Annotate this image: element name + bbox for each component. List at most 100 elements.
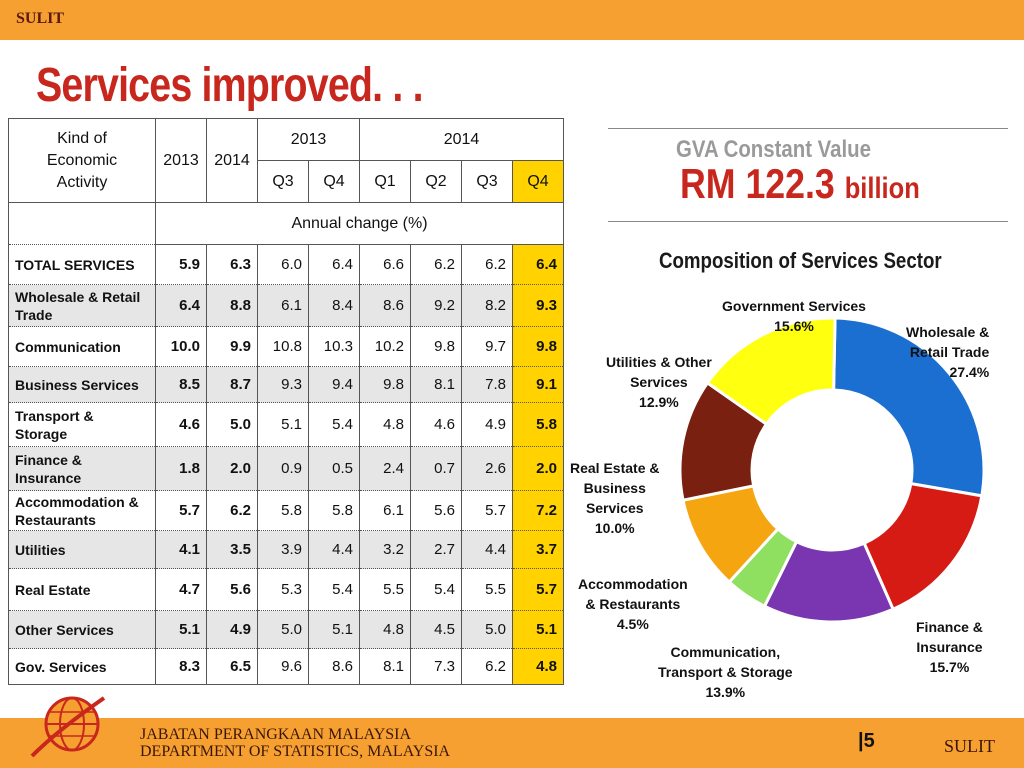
quarter-value: 9.6 — [257, 648, 309, 685]
quarter-header: Q4 — [512, 160, 564, 203]
quarter-value: 6.2 — [410, 244, 462, 285]
annual-value: 6.2 — [206, 490, 258, 531]
slice-label-real-estate: Real Estate & Business Services 10.0% — [570, 460, 660, 536]
footer-bar: JABATAN PERANGKAAN MALAYSIA DEPARTMENT O… — [0, 718, 1024, 768]
row-label: Finance & Insurance — [8, 446, 156, 491]
quarter-value: 9.8 — [410, 326, 462, 367]
quarter-value: 9.3 — [512, 284, 564, 327]
services-table: Kind of Economic Activity 2013 2014 2013… — [8, 118, 564, 685]
slice-label-utilities: Utilities & Other Services 12.9% — [606, 354, 712, 410]
table-row: Business Services 8.5 8.7 9.3 9.4 9.8 8.1 7.8 9.… — [8, 366, 564, 403]
classification-label: SULIT — [16, 10, 65, 27]
gva-value: RM 122.3 billion — [680, 160, 920, 207]
table-row: TOTAL SERVICES 5.9 6.3 6.0 6.4 6.6 6.2 6.2 6.4 — [8, 244, 564, 285]
quarter-value: 9.2 — [410, 284, 462, 327]
quarter-value: 9.7 — [461, 326, 513, 367]
donut-slice — [832, 316, 986, 498]
quarter-value: 4.8 — [512, 648, 564, 685]
quarter-value: 5.1 — [257, 402, 309, 447]
quarter-value: 8.6 — [359, 284, 411, 327]
top-bar: SULIT — [0, 0, 1024, 40]
slice-label-wholesale: Wholesale & Retail Trade 27.4% — [906, 324, 990, 380]
chart-title: Composition of Services Sector — [659, 248, 942, 273]
quarter-value: 9.3 — [257, 366, 309, 403]
quarter-value: 5.0 — [461, 610, 513, 649]
quarter-value: 5.5 — [461, 568, 513, 611]
kind-header: Kind of Economic Activity — [8, 118, 156, 203]
quarter-header: Q3 — [257, 160, 309, 203]
quarter-value: 5.0 — [257, 610, 309, 649]
divider — [608, 128, 1008, 129]
quarter-value: 5.6 — [410, 490, 462, 531]
annual-value: 4.6 — [155, 402, 207, 447]
annual-value: 6.5 — [206, 648, 258, 685]
quarter-value: 4.8 — [359, 402, 411, 447]
quarter-header: Q3 — [461, 160, 513, 203]
org-name-english: DEPARTMENT OF STATISTICS, MALAYSIA — [140, 743, 451, 760]
quarter-value: 7.2 — [512, 490, 564, 531]
quarter-value: 5.8 — [512, 402, 564, 447]
quarter-value: 2.0 — [512, 446, 564, 491]
quarter-value: 9.8 — [359, 366, 411, 403]
quarter-value: 8.6 — [308, 648, 360, 685]
quarter-value: 5.1 — [512, 610, 564, 649]
row-label: Gov. Services — [8, 648, 156, 685]
table-row: Gov. Services 8.3 6.5 9.6 8.6 8.1 7.3 6.2 4.8 — [8, 648, 564, 685]
year-2013-header: 2013 — [155, 118, 207, 203]
quarter-value: 9.1 — [512, 366, 564, 403]
quarter-value: 2.4 — [359, 446, 411, 491]
quarter-value: 5.3 — [257, 568, 309, 611]
annual-value: 4.1 — [155, 530, 207, 569]
quarter-value: 4.4 — [461, 530, 513, 569]
department-logo — [30, 696, 106, 758]
annual-value: 5.6 — [206, 568, 258, 611]
quarter-value: 10.2 — [359, 326, 411, 367]
annual-value: 6.4 — [155, 284, 207, 327]
quarter-value: 8.4 — [308, 284, 360, 327]
quarter-header: Q4 — [308, 160, 360, 203]
quarter-value: 8.1 — [410, 366, 462, 403]
quarter-value: 6.2 — [461, 244, 513, 285]
quarter-value: 9.8 — [512, 326, 564, 367]
annual-change-header: Annual change (%) — [155, 202, 564, 245]
quarter-value: 5.1 — [308, 610, 360, 649]
quarter-value: 4.5 — [410, 610, 462, 649]
annual-value: 2.0 — [206, 446, 258, 491]
row-label: Communication — [8, 326, 156, 367]
table-row: Other Services 5.1 4.9 5.0 5.1 4.8 4.5 5.0 5.1 — [8, 610, 564, 649]
row-label: Wholesale & Retail Trade — [8, 284, 156, 327]
table-row: Utilities 4.1 3.5 3.9 4.4 3.2 2.7 4.4 3.7 — [8, 530, 564, 569]
divider — [608, 221, 1008, 222]
slide-title: Services improved. . . — [36, 59, 424, 112]
slice-label-finance: Finance & Insurance 15.7% — [916, 619, 983, 675]
quarter-value: 5.7 — [461, 490, 513, 531]
quarter-value: 3.2 — [359, 530, 411, 569]
table-row: Wholesale & Retail Trade 6.4 8.8 6.1 8.4 8.6 9… — [8, 284, 564, 327]
slice-label-accommodation: Accommodation & Restaurants 4.5% — [578, 576, 688, 632]
annual-value: 5.7 — [155, 490, 207, 531]
table-row: Accommodation & Restaurants 5.7 6.2 5.8 5.8 6… — [8, 490, 564, 531]
quarter-value: 5.8 — [308, 490, 360, 531]
quarter-value: 6.0 — [257, 244, 309, 285]
annual-value: 8.7 — [206, 366, 258, 403]
quarter-value: 3.7 — [512, 530, 564, 569]
annual-value: 6.3 — [206, 244, 258, 285]
annual-value: 4.9 — [206, 610, 258, 649]
group-2013-header: 2013 — [257, 118, 360, 161]
table-row: Transport & Storage 4.6 5.0 5.1 5.4 4.8 4.6 4.9… — [8, 402, 564, 447]
quarter-value: 6.1 — [257, 284, 309, 327]
row-label: Utilities — [8, 530, 156, 569]
annual-value: 9.9 — [206, 326, 258, 367]
slice-label-government: Government Services 15.6% — [722, 298, 866, 334]
quarter-value: 8.1 — [359, 648, 411, 685]
quarter-value: 5.4 — [308, 568, 360, 611]
annual-value: 8.8 — [206, 284, 258, 327]
row-label: Other Services — [8, 610, 156, 649]
quarter-value: 0.5 — [308, 446, 360, 491]
annual-value: 5.1 — [155, 610, 207, 649]
row-label: Accommodation & Restaurants — [8, 490, 156, 531]
donut-slice — [705, 316, 837, 427]
quarter-value: 5.7 — [512, 568, 564, 611]
year-2014-header: 2014 — [206, 118, 258, 203]
quarter-header: Q1 — [359, 160, 411, 203]
